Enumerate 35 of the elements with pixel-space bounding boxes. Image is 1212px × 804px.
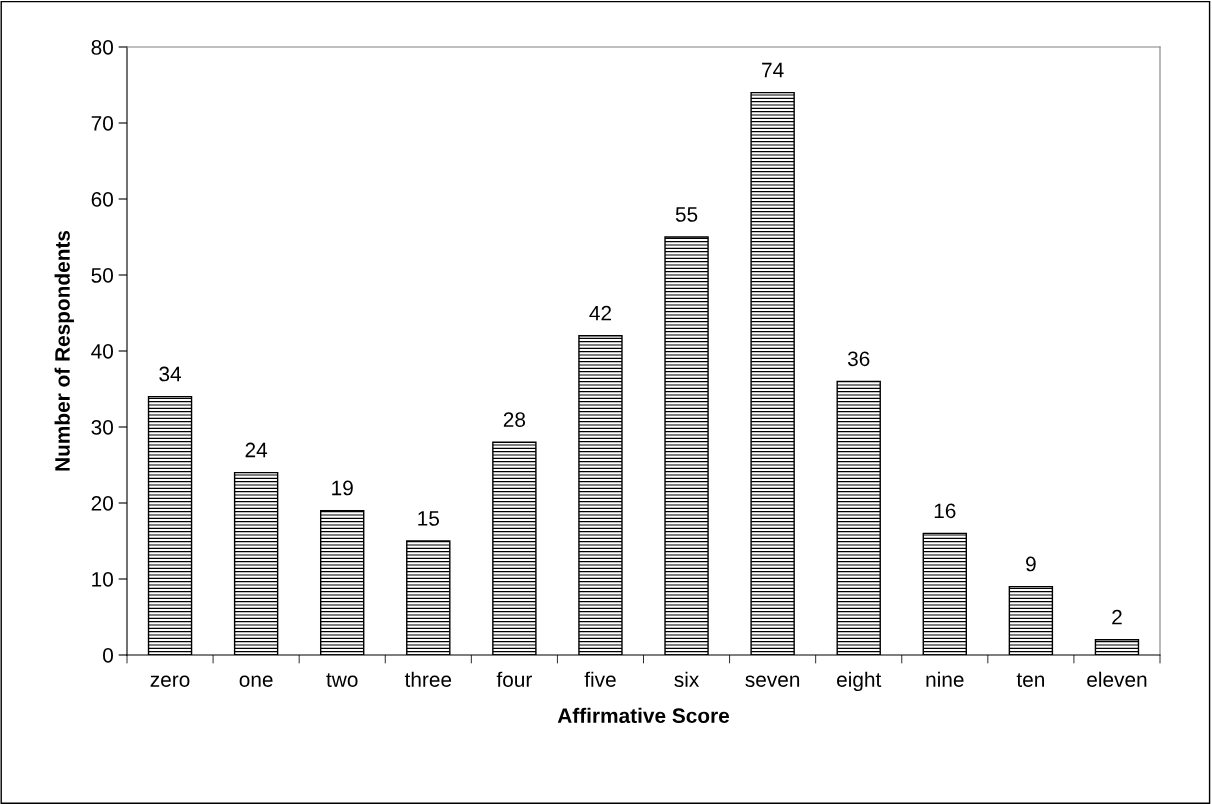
data-label: 42 <box>589 305 611 321</box>
y-tick-label: 40 <box>91 344 113 359</box>
data-label: 2 <box>1112 609 1122 625</box>
y-axis-title: Number of Respondents <box>54 230 74 471</box>
x-tick-label: nine <box>926 671 964 687</box>
data-label: 36 <box>847 351 870 367</box>
y-tick-label: 60 <box>91 192 113 207</box>
data-label: 19 <box>332 480 353 496</box>
x-tick-label: six <box>674 671 700 687</box>
data-label: 34 <box>159 366 182 382</box>
y-tick-label: 20 <box>91 496 113 511</box>
data-label: 24 <box>245 442 268 458</box>
y-tick-label: 30 <box>91 420 113 435</box>
y-tick-label: 0 <box>103 648 113 663</box>
x-tick-label: zero <box>150 675 190 687</box>
x-tick-label: seven <box>745 675 800 687</box>
data-label: 15 <box>418 511 440 526</box>
y-tick-label: 10 <box>92 572 113 587</box>
x-tick-label: four <box>496 671 532 687</box>
x-tick-label: one <box>239 675 273 687</box>
data-label: 74 <box>762 62 784 78</box>
x-tick-label: three <box>404 671 452 687</box>
x-tick-label: eight <box>837 671 882 692</box>
data-label: 55 <box>675 207 698 222</box>
data-label: 9 <box>1026 556 1036 572</box>
data-label: 28 <box>503 412 526 427</box>
data-label: 16 <box>934 503 956 519</box>
y-tick-label: 50 <box>91 268 113 283</box>
x-axis-title: Affirmative Score <box>557 707 730 724</box>
x-tick-label: eleven <box>1087 671 1147 687</box>
x-tick-label: five <box>584 671 616 687</box>
x-tick-label: two <box>326 673 358 687</box>
x-tick-label: ten <box>1016 673 1044 687</box>
y-tick-label: 80 <box>91 40 113 55</box>
y-tick-label: 70 <box>91 116 113 131</box>
